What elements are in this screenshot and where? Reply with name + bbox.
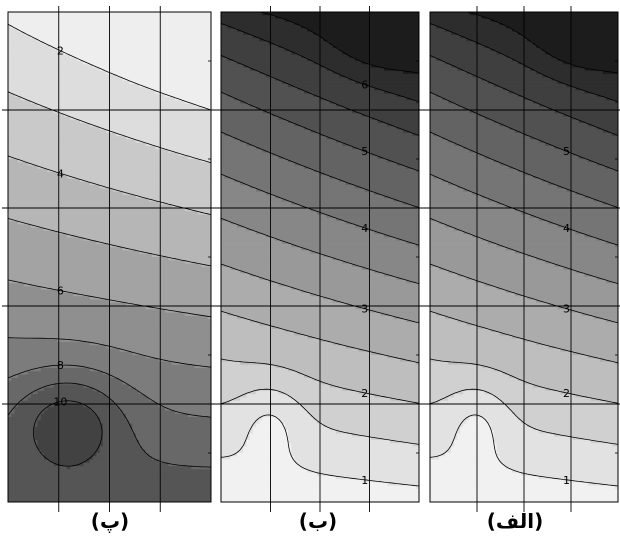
contour-line-3.5 [221,217,419,284]
contour-line-1.5 [430,388,618,445]
contour-label: 6 [57,285,64,298]
contour-field [430,12,618,502]
contour-line-4.5 [430,131,618,208]
contour-label: 5 [563,145,570,158]
contour-line-3.5 [430,217,618,284]
contour-line-4 [8,155,211,215]
panel-caption: (پ) [91,509,129,533]
contour-line-9 [8,382,211,468]
contour-line-2.5 [430,310,618,364]
contour-label: 10 [53,396,67,409]
contour-label: 8 [57,359,64,372]
contour-line-4.5 [221,131,419,208]
contour-line-2.5 [221,310,419,364]
panel-caption: (ب) [299,509,337,533]
panel-caption: (الف) [487,509,543,533]
contour-panel-left: 2 4 6 8 10 [2,6,217,512]
contour-label: 3 [563,303,570,316]
contour-line-5 [8,218,211,267]
grid-lines [2,6,217,512]
contour-line-1.5 [221,388,419,445]
contour-label: 4 [361,222,368,235]
contour-label: 4 [57,167,64,180]
grid-lines [215,6,425,512]
contour-label: 5 [361,145,368,158]
contour-label: 4 [563,222,570,235]
contour-line-1 [221,414,419,487]
contour-line-6 [430,23,618,103]
contour-line-7 [8,337,211,368]
contour-label: 1 [563,474,570,487]
contour-line-2 [8,23,211,111]
contour-label: 6 [361,79,368,92]
contour-label: 2 [563,387,570,400]
contour-label: 2 [361,387,368,400]
contour-panel-middle: 6 5 4 3 2 1 [215,6,425,512]
grid-lines [424,6,620,512]
contour-line-5 [221,91,419,172]
contour-line-1 [430,414,618,487]
contour-panel-right: 5 4 3 2 1 [424,6,620,512]
contour-line-6 [221,23,419,103]
contour-label: 3 [361,303,368,316]
contour-label: 1 [361,474,368,487]
contour-label: 2 [57,45,64,58]
contour-line-5 [430,91,618,172]
